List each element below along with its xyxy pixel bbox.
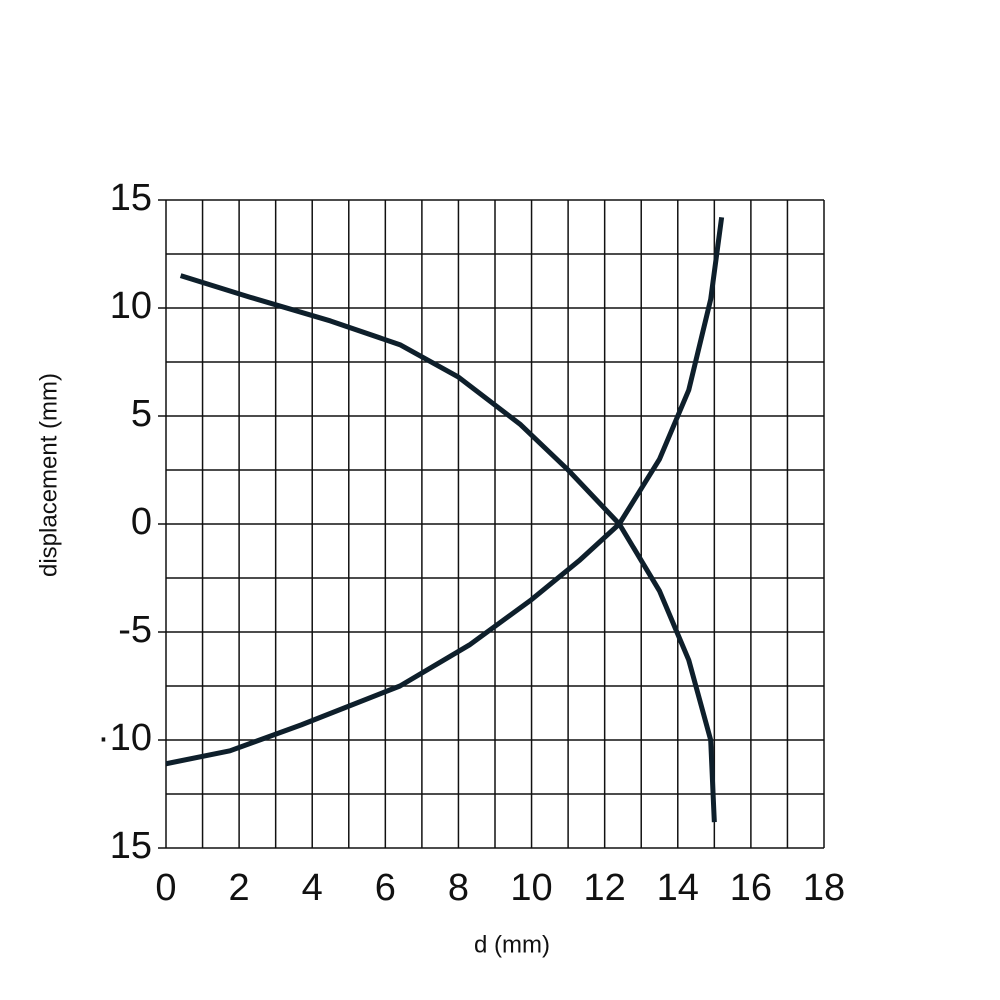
x-tick-label: 16 [730,867,772,909]
x-tick-label: 2 [229,867,250,909]
y-tick-label: 10 [110,285,152,327]
x-tick-label: 10 [510,867,552,909]
x-tick-label: 8 [448,867,469,909]
y-tick-label: 15 [110,825,152,867]
y-tick-label: 0 [131,501,152,543]
x-tick-label: 18 [803,867,845,909]
x-tick-label: 6 [375,867,396,909]
x-tick-label: 4 [302,867,323,909]
y-tick-label: -5 [118,609,152,651]
y-tick-label: 5 [131,393,152,435]
y-tick-label: ·10 [97,717,152,759]
line [179,273,717,823]
line [165,216,725,767]
x-tick-label: 14 [657,867,699,909]
x-tick-label: 12 [584,867,626,909]
x-tick-label: 0 [155,867,176,909]
y-axis-label: displacement (mm) [35,373,62,577]
y-tick-label: 15 [110,177,152,219]
x-axis-label: d (mm) [474,931,550,958]
